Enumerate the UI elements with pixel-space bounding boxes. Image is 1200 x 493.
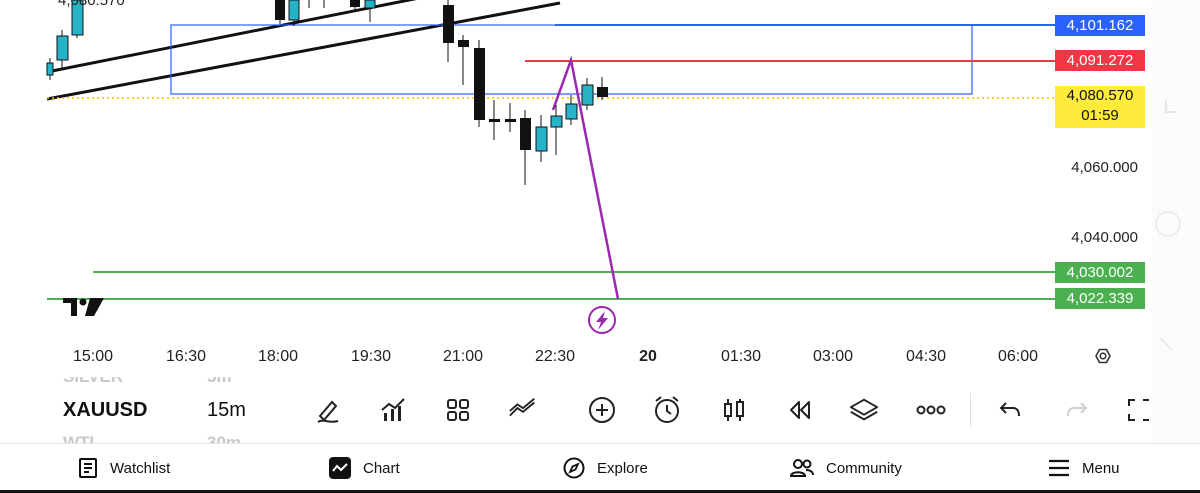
- symbol-above[interactable]: SILVER: [63, 377, 123, 386]
- candle: [489, 119, 500, 122]
- indicators-icon[interactable]: [378, 395, 408, 425]
- time-axis-label: 03:00: [812, 348, 854, 365]
- chart-area[interactable]: 4,080.570 4,101.162 4,091.272 4,080.570 …: [0, 0, 1152, 375]
- bottom-edge: [0, 490, 1200, 493]
- nav-explore-label: Explore: [597, 459, 648, 477]
- candle: [565, 103, 578, 120]
- nav-community[interactable]: Community: [790, 444, 902, 492]
- right-edge-strip: [1152, 0, 1200, 443]
- symbol-current[interactable]: XAUUSD: [63, 399, 148, 421]
- more-icon[interactable]: [916, 395, 946, 425]
- explore-icon: [563, 457, 585, 479]
- candle: [46, 62, 54, 76]
- price-badge-blue[interactable]: 4,101.162: [1055, 15, 1145, 36]
- nav-explore[interactable]: Explore: [563, 444, 648, 492]
- time-axis-label: 01:30: [720, 348, 762, 365]
- candle: [581, 84, 594, 106]
- candle-type-icon[interactable]: [719, 395, 749, 425]
- interval-below[interactable]: 30m: [207, 433, 242, 443]
- top-price-label: 4,080.570: [58, 0, 125, 9]
- undo-icon[interactable]: [995, 395, 1025, 425]
- time-axis-label: 22:30: [534, 348, 576, 365]
- candle: [458, 40, 469, 47]
- price-badge-green-lower[interactable]: 4,022.339: [1055, 288, 1145, 309]
- trend-line-upper[interactable]: [46, 0, 560, 74]
- time-axis-label: 15:00: [72, 348, 114, 365]
- candle: [56, 35, 69, 61]
- axis-price-label: 4,060.000: [1071, 159, 1138, 176]
- nav-watchlist[interactable]: Watchlist: [78, 444, 170, 492]
- nav-chart-label: Chart: [363, 459, 400, 477]
- chart-settings-icon[interactable]: [1095, 348, 1111, 364]
- candle: [275, 0, 285, 20]
- nav-watchlist-label: Watchlist: [110, 459, 171, 477]
- candle: [520, 118, 531, 150]
- trend-line-lower[interactable]: [46, 1, 561, 101]
- replay-icon[interactable]: [784, 395, 814, 425]
- menu-icon: [1049, 459, 1069, 477]
- templates-icon[interactable]: [443, 395, 473, 425]
- fullscreen-icon[interactable]: [1124, 395, 1154, 425]
- bottom-navigation: Watchlist Chart Explore Community Menu: [0, 443, 1200, 492]
- toolbar-divider: [970, 393, 971, 427]
- time-axis-label: 16:30: [165, 348, 207, 365]
- current-price: 4,080.570: [1066, 87, 1134, 104]
- candles: [46, 0, 608, 185]
- projection-path[interactable]: [551, 55, 620, 300]
- bar-countdown: 01:59: [1081, 107, 1119, 124]
- compare-icon[interactable]: [508, 395, 538, 425]
- bottom-toolbar: SILVER 5m XAUUSD 15m WTI 30m: [0, 377, 1152, 443]
- candle: [443, 5, 454, 43]
- time-axis-label: 18:00: [257, 348, 299, 365]
- candle: [71, 0, 84, 36]
- chart-icon: [329, 457, 351, 479]
- current-price-badge[interactable]: 4,080.570 01:59: [1055, 86, 1145, 128]
- nav-menu-label: Menu: [1082, 459, 1120, 477]
- nav-chart[interactable]: Chart: [329, 444, 400, 492]
- drawing-tool-icon[interactable]: [313, 395, 343, 425]
- add-icon[interactable]: [587, 395, 617, 425]
- candle: [550, 115, 563, 128]
- alert-icon[interactable]: [652, 395, 682, 425]
- symbol-below[interactable]: WTI: [63, 433, 95, 443]
- time-axis-label: 20: [639, 348, 657, 365]
- price-badge-red[interactable]: 4,091.272: [1055, 50, 1145, 71]
- tradingview-logo[interactable]: [63, 298, 104, 316]
- time-axis-label: 19:30: [350, 348, 392, 365]
- time-axis-label: 04:30: [905, 348, 947, 365]
- candle: [505, 119, 516, 122]
- candle: [288, 0, 300, 21]
- axis-price-label: 4,040.000: [1071, 229, 1138, 246]
- nav-community-label: Community: [826, 459, 902, 477]
- candle: [474, 48, 485, 120]
- price-badge-green-upper[interactable]: 4,030.002: [1055, 262, 1145, 283]
- interval-above[interactable]: 5m: [207, 377, 232, 387]
- candle: [364, 0, 376, 9]
- symbol-picker[interactable]: SILVER 5m XAUUSD 15m WTI 30m: [63, 377, 283, 443]
- price-chart[interactable]: [0, 0, 1152, 375]
- candle: [350, 0, 360, 7]
- layers-icon[interactable]: [849, 395, 879, 425]
- events-lightning-icon[interactable]: [588, 306, 616, 334]
- redo-icon[interactable]: [1062, 395, 1092, 425]
- community-icon: [790, 459, 814, 477]
- watchlist-icon: [79, 458, 97, 478]
- time-axis-label: 21:00: [442, 348, 484, 365]
- candle: [597, 87, 608, 97]
- interval-current[interactable]: 15m: [207, 399, 246, 421]
- time-axis-label: 06:00: [997, 348, 1039, 365]
- candle: [535, 126, 548, 152]
- nav-menu[interactable]: Menu: [1048, 444, 1120, 492]
